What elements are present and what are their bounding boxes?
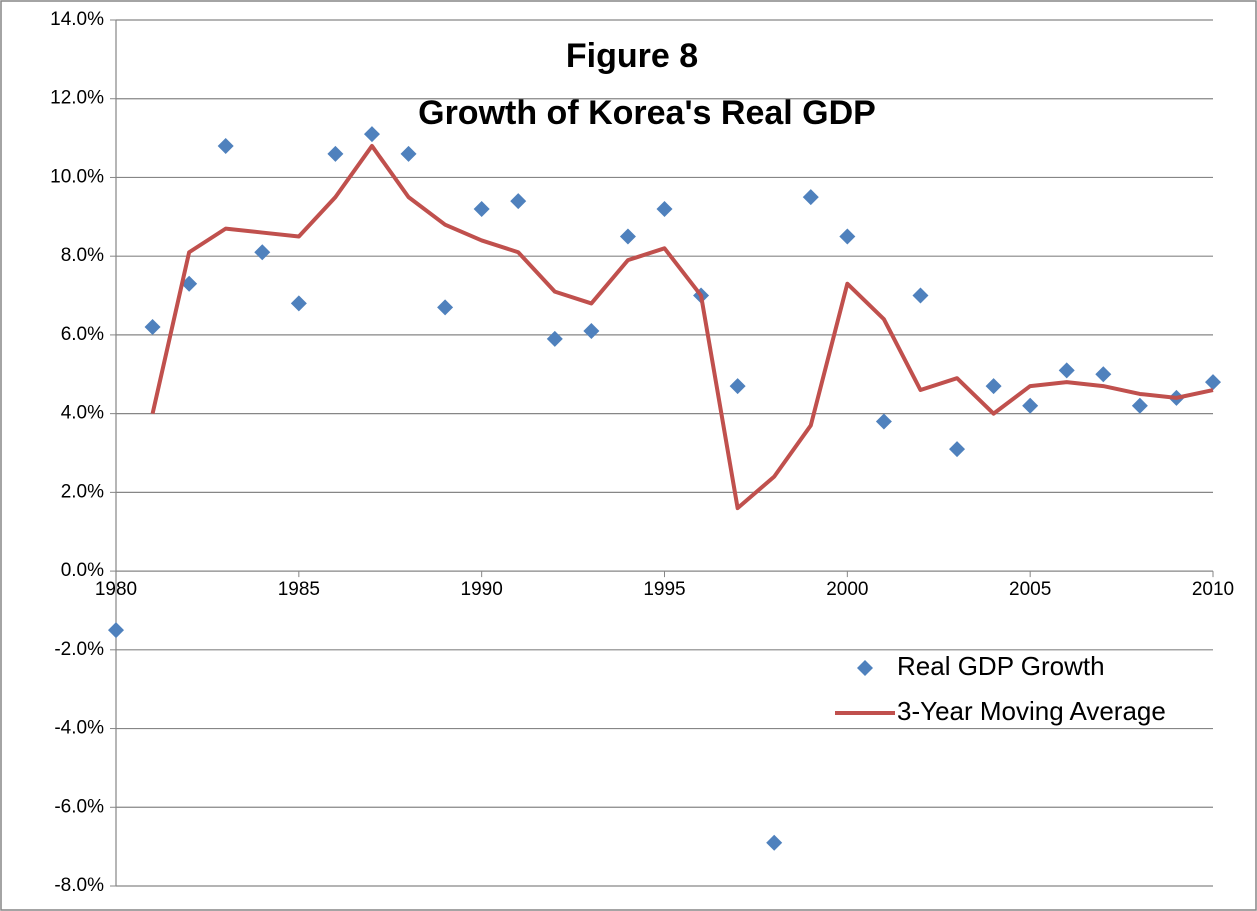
data-point <box>144 319 161 336</box>
legend-marker <box>857 660 873 676</box>
data-point <box>875 413 892 430</box>
data-point <box>1205 374 1221 391</box>
y-tick-label: 0.0% <box>61 560 104 581</box>
data-point <box>949 441 966 458</box>
data-point <box>1095 366 1112 383</box>
data-point <box>510 193 527 210</box>
data-point <box>802 189 819 206</box>
data-point <box>766 834 783 851</box>
chart-title: Growth of Korea's Real GDP <box>418 94 876 132</box>
data-point <box>912 287 929 304</box>
data-point <box>108 622 124 639</box>
data-point <box>546 330 563 347</box>
data-point <box>839 228 856 245</box>
data-point <box>217 137 234 154</box>
y-tick-label: 10.0% <box>50 166 104 187</box>
data-point <box>254 244 271 261</box>
legend-label: 3-Year Moving Average <box>897 696 1166 726</box>
x-tick-label: 1990 <box>461 579 503 600</box>
data-point <box>400 145 417 162</box>
legend-label: Real GDP Growth <box>897 651 1105 681</box>
data-point <box>327 145 344 162</box>
y-tick-label: -8.0% <box>54 875 104 896</box>
data-point <box>619 228 636 245</box>
data-point <box>473 200 490 217</box>
data-point <box>181 275 198 292</box>
data-point <box>437 299 454 316</box>
data-point <box>1022 397 1039 414</box>
data-point <box>1131 397 1148 414</box>
data-point <box>583 322 600 339</box>
x-tick-label: 1985 <box>278 579 320 600</box>
y-tick-label: 4.0% <box>61 403 104 424</box>
y-tick-label: 6.0% <box>61 324 104 345</box>
data-point <box>1058 362 1075 379</box>
y-tick-label: -6.0% <box>54 796 104 817</box>
y-tick-label: 8.0% <box>61 245 104 266</box>
x-tick-label: 2000 <box>826 579 868 600</box>
data-point <box>363 126 380 143</box>
x-tick-label: 2010 <box>1192 579 1234 600</box>
y-tick-label: -4.0% <box>54 718 104 739</box>
chart-title: Figure 8 <box>566 37 698 75</box>
data-point <box>656 200 673 217</box>
x-tick-label: 2005 <box>1009 579 1051 600</box>
data-point <box>985 378 1002 395</box>
x-tick-label: 1980 <box>95 579 137 600</box>
data-point <box>290 295 307 312</box>
x-tick-label: 1995 <box>643 579 685 600</box>
data-line <box>150 143 1214 511</box>
y-tick-label: 2.0% <box>61 481 104 502</box>
data-point <box>729 378 746 395</box>
y-tick-label: -2.0% <box>54 639 104 660</box>
y-tick-label: 12.0% <box>50 88 104 109</box>
y-tick-label: 14.0% <box>50 9 104 30</box>
